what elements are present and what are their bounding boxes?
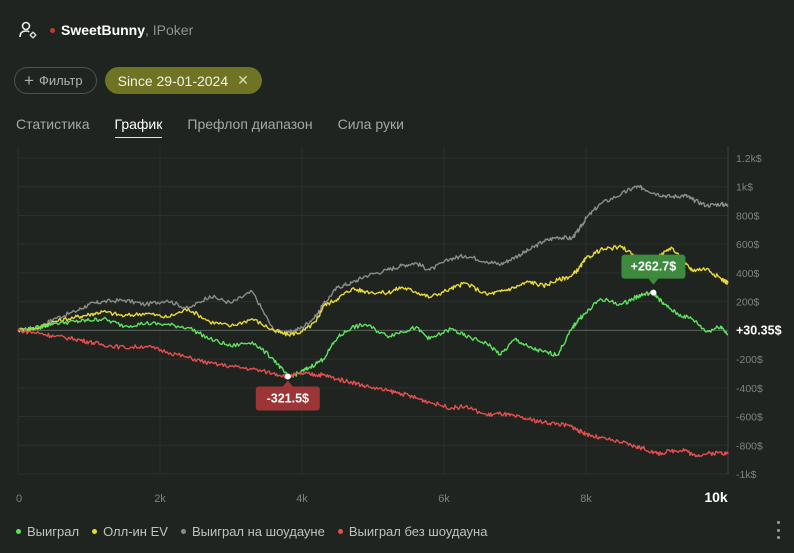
x-tick-label: 2k <box>154 493 166 505</box>
y-tick-label: -200$ <box>736 354 763 366</box>
tab-preflop-range[interactable]: Префлоп диапазон <box>187 116 313 132</box>
chart-annotations: +262.7$ -321.5$ +30.35$ <box>255 254 782 411</box>
annotation-pointer <box>648 278 659 285</box>
current-value-label: +30.35$ <box>736 323 782 337</box>
legend-item-allin-ev[interactable]: Олл-ин EV <box>92 524 168 539</box>
y-tick-label: 200$ <box>736 297 760 309</box>
legend-label: Выиграл без шоудауна <box>348 524 488 539</box>
user-settings-icon[interactable] <box>18 20 38 40</box>
annotation-label: +262.7$ <box>631 260 677 274</box>
legend-marker <box>92 529 98 534</box>
chart-axes: 0 2k 4k 6k 8k 10k 1.2k$ 1k$ 800$ 600$ 400$ 200$ -200… <box>16 153 763 505</box>
tab-graph[interactable]: График <box>114 116 163 138</box>
legend-marker <box>16 529 21 534</box>
tab-bar: Статистика График Префлоп диапазон Сила … <box>16 116 429 138</box>
y-tick-label: 1.2k$ <box>736 153 762 165</box>
tab-statistics[interactable]: Статистика <box>16 116 90 132</box>
chart-legend: Выиграл Олл-ин EV Выиграл на шоудауне Вы… <box>16 524 500 539</box>
annotation-point <box>284 373 291 380</box>
close-icon[interactable]: ✕ <box>237 72 249 88</box>
chart-series <box>17 184 729 458</box>
legend-item-won[interactable]: Выиграл <box>16 524 79 539</box>
annotation-box <box>621 254 686 279</box>
value-annotation: +262.7$ <box>621 254 686 296</box>
results-chart[interactable]: 0 2k 4k 6k 8k 10k 1.2k$ 1k$ 800$ 600$ 400$ 200$ -200… <box>0 140 794 510</box>
series-line <box>17 290 729 378</box>
x-tick-label: 4k <box>296 493 308 505</box>
player-name: SweetBunny <box>61 22 146 38</box>
y-tick-label: -600$ <box>736 412 763 424</box>
date-filter-chip[interactable]: Since 29-01-2024 ✕ <box>104 67 262 94</box>
annotation-point <box>650 289 657 296</box>
y-tick-label: 400$ <box>736 268 760 280</box>
y-tick-label: -1k$ <box>736 469 757 481</box>
chart-grid <box>17 146 729 475</box>
filter-button-label: Фильтр <box>38 73 83 88</box>
y-tick-label: -800$ <box>736 440 763 452</box>
legend-item-showdown[interactable]: Выиграл на шоудауне <box>180 524 325 539</box>
status-dot <box>50 27 55 33</box>
x-tick-label: 10k <box>704 489 728 505</box>
y-tick-label: 600$ <box>736 239 760 251</box>
y-tick-label: 800$ <box>736 210 760 222</box>
value-annotation: -321.5$ <box>255 373 320 411</box>
legend-label: Выиграл на шоудауне <box>191 524 325 539</box>
legend-marker <box>180 529 186 534</box>
x-tick-label: 0 <box>16 493 22 505</box>
legend-label: Олл-ин EV <box>103 524 168 539</box>
add-filter-button[interactable]: + Фильтр <box>14 67 97 94</box>
annotation-box <box>255 386 320 411</box>
annotation-label: -321.5$ <box>267 392 309 406</box>
series-line <box>17 328 729 458</box>
filter-bar: + Фильтр Since 29-01-2024 ✕ <box>14 67 262 94</box>
legend-marker <box>337 529 343 534</box>
tab-hand-strength[interactable]: Сила руки <box>337 116 404 132</box>
date-filter-label: Since 29-01-2024 <box>117 72 229 89</box>
header: SweetBunny , IPoker <box>18 18 193 42</box>
player-site: , IPoker <box>145 22 194 38</box>
more-options-icon[interactable] <box>774 521 782 539</box>
x-tick-label: 6k <box>438 493 450 505</box>
plus-icon: + <box>24 71 34 90</box>
legend-label: Выиграл <box>27 524 80 539</box>
x-tick-label: 8k <box>580 493 592 505</box>
legend-item-non-showdown[interactable]: Выиграл без шоудауна <box>337 524 488 539</box>
y-tick-label: -400$ <box>736 383 763 395</box>
series-line <box>17 184 729 335</box>
annotation-pointer <box>282 380 293 387</box>
y-tick-label: 1k$ <box>736 182 753 194</box>
